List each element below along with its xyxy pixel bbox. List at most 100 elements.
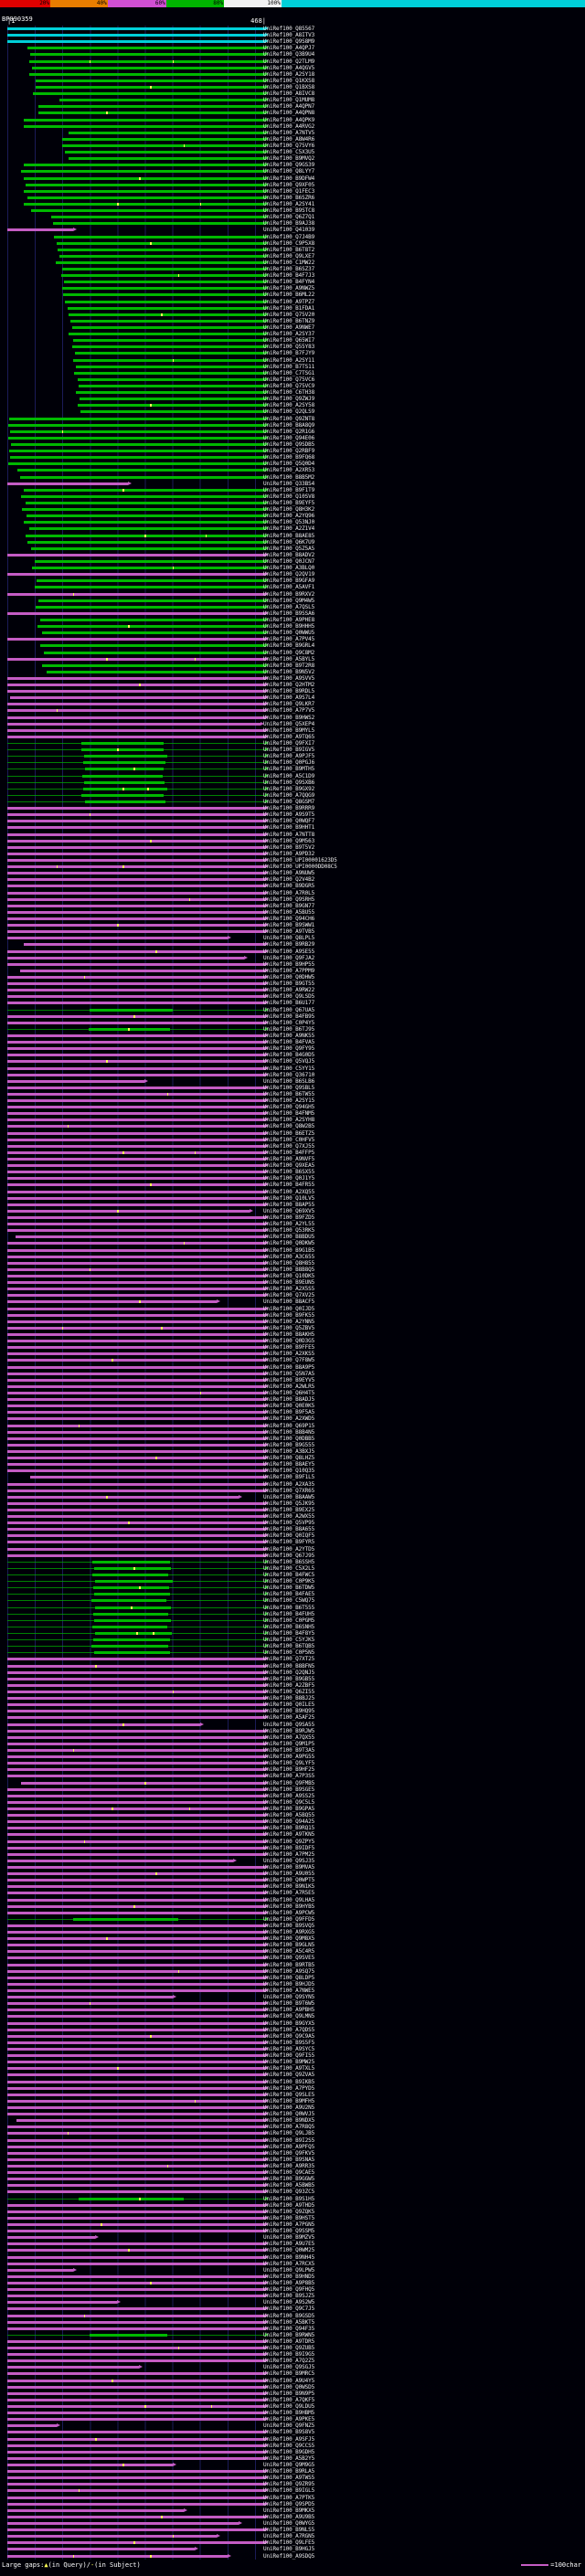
hit-label[interactable]: UniRef100_B8AAW5 [263, 1493, 315, 1500]
hit-label[interactable]: UniRef100_A9NVF5 [263, 1156, 315, 1163]
hit-bar[interactable] [7, 2015, 265, 2019]
hit-label[interactable]: UniRef100_Q6Z7Q1 [263, 214, 315, 221]
hit-bar[interactable] [7, 1794, 265, 1797]
hit-label[interactable]: UniRef100_A7P7V5 [263, 707, 315, 715]
hit-bar[interactable] [7, 1846, 265, 1850]
hit-label[interactable]: UniRef100_A9SQ75 [263, 1967, 315, 1975]
hit-label[interactable]: UniRef100_Q85567 [263, 26, 315, 32]
hit-label[interactable]: UniRef100_A9SYC5 [263, 2046, 315, 2053]
hit-label[interactable]: UniRef100_Q5XEP4 [263, 720, 315, 727]
hit-label[interactable]: UniRef100_Q0J1Y5 [263, 1175, 315, 1182]
hit-label[interactable]: UniRef100_Q9SLE5 [263, 2091, 315, 2098]
hit-label[interactable]: UniRef100_A9PBH5 [263, 2007, 315, 2014]
hit-label[interactable]: UniRef100_B9FYR5 [263, 1539, 315, 1546]
hit-bar[interactable] [93, 1593, 171, 1596]
hit-bar[interactable] [7, 2288, 265, 2292]
hit-label[interactable]: UniRef100_Q75VC9 [263, 383, 315, 390]
hit-label[interactable]: UniRef100_B8AEY5 [263, 1461, 315, 1468]
hit-bar[interactable] [37, 625, 265, 629]
hit-bar[interactable] [7, 1099, 265, 1103]
hit-bar[interactable] [7, 1457, 265, 1460]
hit-label[interactable]: UniRef100_A9SFJ5 [263, 2435, 315, 2443]
hit-bar[interactable] [78, 385, 265, 388]
hit-label[interactable]: UniRef100_A5BU55 [263, 908, 315, 916]
hit-bar[interactable] [7, 2281, 265, 2284]
hit-bar[interactable] [7, 1092, 265, 1096]
hit-bar[interactable] [7, 2515, 265, 2518]
hit-bar[interactable] [76, 365, 265, 368]
hit-bar[interactable] [7, 1996, 173, 1999]
hit-bar[interactable] [7, 1827, 265, 1830]
hit-label[interactable]: UniRef100_Q67UA5 [263, 1006, 315, 1013]
hit-bar[interactable] [7, 1982, 265, 1986]
hit-bar[interactable] [92, 1612, 169, 1616]
hit-label[interactable]: UniRef100_A8W4R6 [263, 135, 315, 143]
hit-label[interactable]: UniRef100_Q9CAE5 [263, 2169, 315, 2177]
hit-bar[interactable] [44, 651, 265, 654]
hit-bar[interactable] [7, 1852, 265, 1856]
hit-label[interactable]: UniRef100_B8A8Q9 [263, 421, 315, 429]
hit-label[interactable]: UniRef100_B9IKB5 [263, 2078, 315, 2085]
hit-label[interactable]: UniRef100_Q53NJ0 [263, 519, 315, 526]
hit-label[interactable]: UniRef100_B9FZD5 [263, 1214, 315, 1222]
hit-label[interactable]: UniRef100_Q2TLM9 [263, 58, 315, 65]
hit-label[interactable]: UniRef100_B8B5M2 [263, 473, 315, 481]
hit-label[interactable]: UniRef100_Q1FEC3 [263, 187, 315, 195]
hit-label[interactable]: UniRef100_Q9LMN5 [263, 2013, 315, 2020]
hit-label[interactable]: UniRef100_Q9FKV5 [263, 2149, 315, 2157]
hit-label[interactable]: UniRef100_Q94E06 [263, 434, 315, 441]
hit-label[interactable]: UniRef100_C0P4Y5 [263, 1019, 315, 1026]
hit-bar[interactable] [7, 2054, 265, 2058]
hit-label[interactable]: UniRef100_Q9SJ35 [263, 1857, 315, 1864]
hit-bar[interactable] [7, 423, 265, 427]
hit-bar[interactable] [7, 1658, 265, 1661]
hit-bar[interactable] [7, 852, 265, 855]
hit-bar[interactable] [8, 450, 265, 453]
hit-label[interactable]: UniRef100_B9HBM5 [263, 2410, 315, 2417]
hit-label[interactable]: UniRef100_Q2HTM2 [263, 682, 315, 689]
hit-label[interactable]: UniRef100_B9N1K5 [263, 1883, 315, 1891]
hit-label[interactable]: UniRef100_B9SSA6 [263, 610, 315, 617]
hit-label[interactable]: UniRef100_B9IDF5 [263, 1844, 315, 1851]
hit-label[interactable]: UniRef100_UPI00001623D5 [263, 857, 337, 864]
hit-bar[interactable] [7, 1365, 265, 1369]
hit-bar[interactable] [7, 1931, 265, 1935]
hit-bar[interactable] [7, 820, 265, 823]
hit-bar[interactable] [69, 157, 265, 161]
hit-label[interactable]: UniRef100_B9GGW5 [263, 2176, 315, 2183]
hit-bar[interactable] [7, 2113, 265, 2116]
hit-bar[interactable] [7, 2125, 265, 2129]
hit-label[interactable]: UniRef100_B4FR55 [263, 1182, 315, 1189]
hit-bar[interactable] [7, 2138, 265, 2142]
hit-bar[interactable] [7, 1664, 265, 1668]
hit-label[interactable]: UniRef100_Q94CH6 [263, 915, 315, 922]
hit-bar[interactable] [77, 404, 265, 408]
hit-bar[interactable] [7, 2255, 265, 2259]
hit-label[interactable]: UniRef100_Q9SA55 [263, 1721, 315, 1728]
hit-bar[interactable] [75, 352, 265, 355]
hit-bar[interactable] [7, 910, 265, 914]
hit-bar[interactable] [7, 2379, 265, 2382]
hit-label[interactable]: UniRef100_B6TDW5 [263, 1585, 315, 1592]
hit-label[interactable]: UniRef100_B6TQB5 [263, 1643, 315, 1650]
hit-bar[interactable] [7, 1489, 265, 1492]
hit-label[interactable]: UniRef100_Q9LKR7 [263, 701, 315, 708]
hit-bar[interactable] [7, 2021, 265, 2025]
hit-label[interactable]: UniRef100_A5AF25 [263, 1714, 315, 1722]
hit-label[interactable]: UniRef100_Q9FFD5 [263, 1915, 315, 1923]
hit-label[interactable]: UniRef100_Q6K7U9 [263, 538, 315, 546]
hit-label[interactable]: UniRef100_Q9FJA2 [263, 954, 315, 961]
hit-bar[interactable] [7, 1969, 265, 1973]
hit-label[interactable]: UniRef100_B9I9G5 [263, 2351, 315, 2359]
hit-bar[interactable] [7, 1118, 265, 1122]
hit-bar[interactable] [7, 1710, 265, 1713]
hit-label[interactable]: UniRef100_Q0WQF7 [263, 818, 315, 825]
hit-bar[interactable] [7, 1956, 265, 1960]
hit-bar[interactable] [7, 1963, 265, 1966]
hit-bar[interactable] [16, 2119, 265, 2123]
hit-label[interactable]: UniRef100_Q8LPL5 [263, 935, 315, 942]
hit-label[interactable]: UniRef100_B9F1L5 [263, 1474, 315, 1481]
hit-label[interactable]: UniRef100_B6SX55 [263, 1169, 315, 1176]
hit-bar[interactable] [7, 2483, 265, 2486]
hit-bar[interactable] [7, 2203, 265, 2207]
